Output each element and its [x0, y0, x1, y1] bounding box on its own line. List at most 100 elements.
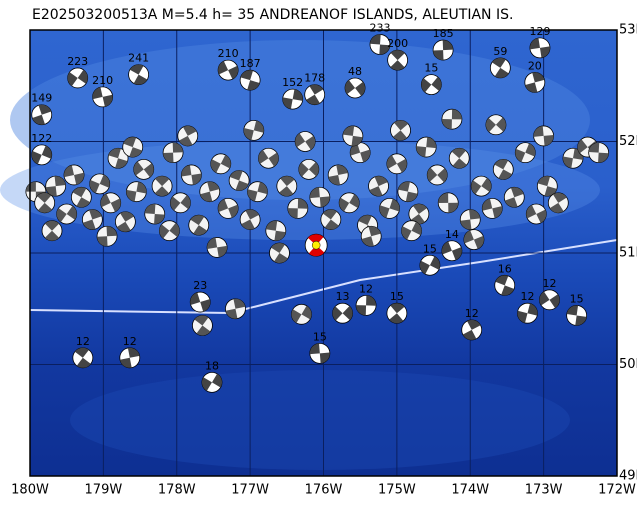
- ball-quadrant: [190, 215, 208, 236]
- ball-quadrant: [207, 237, 228, 258]
- beach-ball: [327, 164, 349, 186]
- lon-tick-label: 180W: [11, 483, 49, 498]
- beach-ball: [397, 181, 419, 203]
- beach-ball: [342, 125, 364, 147]
- depth-label: 210: [218, 47, 239, 60]
- depth-label: 223: [67, 55, 88, 68]
- beach-ball: [276, 175, 298, 197]
- beach-ball: [162, 142, 184, 164]
- beach-ball: [461, 319, 483, 341]
- beach-ball: [355, 295, 377, 316]
- ball-quadrant: [533, 125, 554, 146]
- ball-quadrant: [491, 57, 509, 78]
- ball-quadrant: [529, 37, 550, 58]
- depth-label: 12: [123, 335, 137, 348]
- ball-quadrant: [72, 187, 91, 208]
- depth-label: 15: [570, 292, 584, 305]
- beach-ball: [514, 142, 536, 164]
- beach-ball: [441, 108, 463, 130]
- beach-ball: [269, 242, 290, 264]
- beach-ball: [107, 147, 129, 169]
- map-title: E202503200513A M=5.4 h= 35 ANDREANOF ISL…: [32, 7, 513, 23]
- ball-quadrant: [485, 117, 506, 133]
- beach-ball: [503, 186, 525, 208]
- beach-ball: [122, 136, 144, 158]
- beach-ball: [92, 86, 114, 108]
- beach-ball: [320, 209, 342, 230]
- beach-ball: [448, 147, 470, 169]
- beach-ball: [539, 289, 560, 311]
- beach-ball: [291, 303, 312, 325]
- beach-ball: [408, 203, 430, 225]
- beach-ball: [492, 158, 514, 180]
- depth-label: 15: [424, 62, 438, 75]
- ball-quadrant: [31, 145, 52, 165]
- ball-quadrant: [537, 176, 557, 197]
- depth-label: 14: [445, 228, 459, 241]
- beach-ball: [89, 173, 111, 195]
- ball-quadrant: [379, 198, 400, 218]
- lat-tick-label: 49N: [619, 469, 637, 484]
- depth-label: 12: [359, 282, 373, 295]
- beach-ball: [287, 197, 309, 219]
- ball-quadrant: [271, 243, 288, 264]
- ball-quadrant: [588, 142, 609, 163]
- beach-ball: [239, 209, 261, 230]
- ball-quadrant: [427, 167, 448, 183]
- ball-quadrant: [181, 165, 202, 185]
- beach-ball: [45, 175, 67, 197]
- ball-quadrant: [163, 142, 184, 163]
- beach-ball: [247, 181, 268, 203]
- ball-quadrant: [345, 80, 366, 96]
- beach-ball: [34, 192, 56, 214]
- beach-ball: [31, 144, 53, 166]
- beach-ball: [192, 315, 213, 336]
- depth-label: 149: [31, 92, 52, 105]
- ball-quadrant: [225, 298, 246, 319]
- beach-ball: [125, 181, 147, 203]
- lon-tick-label: 173W: [525, 483, 563, 498]
- ball-quadrant: [526, 204, 547, 223]
- depth-label: 152: [282, 76, 303, 89]
- shelf: [10, 40, 590, 200]
- ball-quadrant: [258, 149, 279, 167]
- ball-quadrant: [369, 176, 388, 197]
- ball-quadrant: [92, 87, 113, 107]
- beach-ball: [228, 170, 250, 191]
- beach-ball: [81, 209, 103, 230]
- map-frame: [29, 29, 618, 477]
- ball-quadrant: [82, 209, 102, 230]
- beach-ball: [485, 114, 507, 136]
- beach-ball: [181, 164, 202, 186]
- beach-ball: [128, 64, 149, 85]
- ball-quadrant: [307, 234, 325, 257]
- beach-ball: [63, 164, 85, 186]
- ball-quadrant: [460, 209, 481, 230]
- lon-tick-label: 177W: [231, 483, 269, 498]
- beach-ball: [67, 67, 89, 89]
- depth-label: 241: [128, 52, 149, 65]
- beach-ball: [206, 237, 228, 258]
- lat-tick-label: 53N: [619, 23, 637, 38]
- beach-ball: [524, 72, 546, 93]
- ball-quadrant: [392, 120, 409, 141]
- ball-quadrant: [504, 187, 524, 208]
- lon-tick-label: 179W: [85, 483, 123, 498]
- beach-ball: [525, 203, 547, 225]
- beach-ball: [463, 229, 485, 251]
- ball-quadrant: [243, 120, 264, 141]
- ball-quadrant: [247, 181, 268, 202]
- ball-quadrant: [401, 221, 422, 240]
- beach-ball: [588, 142, 610, 164]
- ball-quadrant: [322, 209, 339, 230]
- ball-quadrant: [210, 154, 231, 173]
- ball-quadrant: [451, 148, 467, 169]
- beach-ball: [294, 131, 316, 152]
- depth-label: 122: [31, 132, 52, 145]
- depth-label: 59: [493, 45, 507, 58]
- ball-quadrant: [495, 275, 515, 296]
- ball-quadrant: [525, 72, 545, 93]
- depth-label: 20: [528, 59, 542, 72]
- beach-ball: [309, 186, 331, 208]
